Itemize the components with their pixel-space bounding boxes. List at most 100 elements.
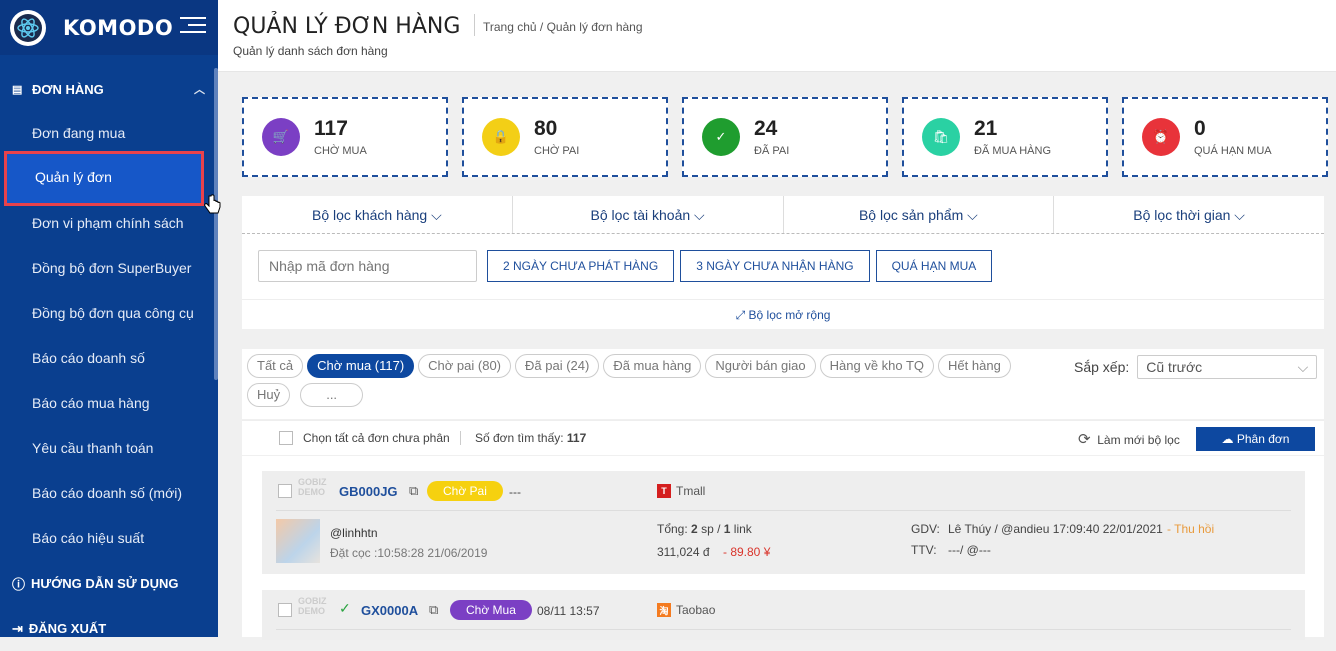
filter-2-days-not-shipped-button[interactable]: 2 NGÀY CHƯA PHÁT HÀNG	[487, 250, 675, 282]
check-icon: ✓	[702, 118, 740, 156]
stat-card[interactable]: 🛒 117 CHỜ MUA	[242, 97, 448, 177]
sidebar-section-label: ĐƠN HÀNG	[32, 81, 104, 97]
order-checkbox[interactable]	[278, 484, 292, 498]
sidebar-item-payment-request[interactable]: Yêu cầu thanh toán	[32, 440, 154, 456]
order-ghost-label: GOBIZ DEMO	[298, 596, 327, 616]
order-code-input[interactable]	[258, 250, 477, 282]
sidebar-item-sync-tool[interactable]: Đồng bộ đơn qua công cụ	[32, 305, 194, 321]
copy-icon[interactable]: ⧉	[409, 483, 419, 498]
sidebar-item-sales-report-new[interactable]: Báo cáo doanh số (mới)	[32, 485, 183, 501]
sidebar-guide[interactable]: ⓘ HƯỚNG DẪN SỬ DỤNG	[0, 561, 218, 606]
filter-time[interactable]: Bộ lọc thời gian ⌵	[1133, 207, 1245, 223]
help-icon: ⓘ	[12, 577, 26, 592]
sidebar-item-violations[interactable]: Đơn vi phạm chính sách	[32, 215, 184, 231]
order-time: 08/11 13:57	[537, 604, 600, 618]
order-code[interactable]: GB000JG	[339, 484, 398, 499]
status-pill[interactable]: Đã pai (24)	[515, 354, 600, 378]
stat-card[interactable]: 🔒 80 CHỜ PAI	[462, 97, 668, 177]
expand-icon: ⤢	[735, 308, 746, 322]
sidebar-logout[interactable]: ⇥ ĐĂNG XUẤT	[0, 606, 218, 651]
status-pill[interactable]: Tất cả	[247, 354, 304, 378]
filter-customer[interactable]: Bộ lọc khách hàng ⌵	[242, 196, 513, 233]
order-card[interactable]: GOBIZ DEMO GB000JG ⧉ Chờ Pai --- T Tmall …	[262, 471, 1305, 574]
status-pill[interactable]: Người bán giao	[705, 354, 816, 378]
sidebar-logout-label: ĐĂNG XUẤT	[28, 621, 107, 636]
sort-label: Sắp xếp:	[1074, 359, 1130, 375]
status-filter-area: Tất cả Chờ mua (117) Chờ pai (80) Đã pai (2…	[242, 349, 1324, 419]
stat-value: 0	[1194, 117, 1206, 140]
stat-card[interactable]: 🛍 21 ĐÃ MUA HÀNG	[902, 97, 1108, 177]
refresh-icon: ⟳	[1078, 431, 1091, 448]
sidebar-item-sales-report[interactable]: Báo cáo doanh số	[32, 350, 145, 366]
order-checkbox[interactable]	[278, 603, 292, 617]
sidebar-scrollbar[interactable]	[214, 68, 218, 380]
page-header: QUẢN LÝ ĐƠN HÀNG Quản lý danh sách đơn h…	[218, 0, 1336, 72]
select-all[interactable]: Chọn tất cả đơn chưa phân	[279, 431, 450, 445]
sidebar-guide-label: HƯỚNG DẪN SỬ DỤNG	[31, 576, 179, 591]
stat-label: CHỜ PAI	[534, 145, 580, 157]
status-pill[interactable]: ...	[300, 383, 364, 407]
sidebar: KOMODO ▤ ĐƠN HÀNG ︿ Đơn đang mua Quản lý…	[0, 0, 221, 637]
stat-card[interactable]: ✓ 24 ĐÃ PAI	[682, 97, 888, 177]
customer-name[interactable]: @linhhtn	[330, 526, 378, 540]
cursor-hand-icon	[204, 194, 221, 214]
shop: 淘 Taobao	[657, 603, 715, 617]
status-pill[interactable]: Đã mua hàng	[603, 354, 702, 378]
sidebar-item-performance[interactable]: Báo cáo hiệu suất	[32, 530, 145, 546]
menu-toggle-icon[interactable]	[180, 17, 206, 37]
ttv-value: ---/ @---	[948, 543, 991, 557]
filter-tabs: Bộ lọc khách hàng ⌵ Bộ lọc tài khoản ⌵ B…	[242, 196, 1324, 234]
product-thumbnail[interactable]	[276, 519, 320, 563]
status-pill[interactable]: Chờ pai (80)	[418, 354, 512, 378]
check-circle-icon: ✓	[339, 600, 351, 616]
stat-value: 80	[534, 117, 558, 140]
sort-select[interactable]: Cũ trước ⌵	[1137, 355, 1318, 379]
status-badge: Chờ Pai	[427, 481, 503, 501]
filter-panel: Bộ lọc khách hàng ⌵ Bộ lọc tài khoản ⌵ B…	[242, 196, 1324, 329]
status-pill[interactable]: Hàng về kho TQ	[819, 354, 935, 378]
filter-account[interactable]: Bộ lọc tài khoản ⌵	[513, 196, 784, 233]
sidebar-item-purchase-report[interactable]: Báo cáo mua hàng	[32, 395, 150, 411]
brand-name: KOMODO	[63, 15, 174, 40]
stat-label: ĐÃ PAI	[754, 145, 790, 157]
price-vnd: 311,024 đ	[657, 545, 710, 559]
stat-card[interactable]: ⏰ 0 QUÁ HẠN MUA	[1122, 97, 1328, 177]
alarm-icon: ⏰	[1142, 118, 1180, 156]
expand-filter-link[interactable]: ⤢ Bộ lọc mở rộng	[242, 299, 1324, 330]
react-logo-icon[interactable]	[10, 9, 46, 46]
main-content: QUẢN LÝ ĐƠN HÀNG Quản lý danh sách đơn h…	[218, 0, 1336, 640]
status-pills: Tất cả Chờ mua (117) Chờ pai (80) Đã pai (2…	[247, 354, 1047, 407]
stat-value: 21	[974, 117, 998, 140]
copy-icon[interactable]: ⧉	[429, 602, 439, 617]
order-total: Tổng: 2 sp / 1 link	[657, 522, 752, 536]
assign-orders-button[interactable]: ☁ Phân đơn	[1196, 427, 1315, 451]
order-time: ---	[509, 485, 521, 499]
sidebar-item-buying[interactable]: Đơn đang mua	[32, 125, 126, 141]
status-pill[interactable]: Huỷ	[247, 383, 291, 407]
order-toolbar: Chọn tất cả đơn chưa phân Số đơn tìm thấ…	[242, 420, 1324, 455]
order-code[interactable]: GX0000A	[361, 603, 419, 618]
status-pill[interactable]: Chờ mua (117)	[307, 354, 415, 378]
sidebar-item-manage[interactable]: Quản lý đơn	[4, 151, 204, 206]
page-subtitle: Quản lý danh sách đơn hàng	[233, 44, 388, 58]
sidebar-item-sync-superbuyer[interactable]: Đồng bộ đơn SuperBuyer	[32, 260, 192, 276]
stat-label: CHỜ MUA	[314, 145, 367, 157]
found-count: Số đơn tìm thấy: 117	[460, 431, 586, 445]
stat-label: ĐÃ MUA HÀNG	[974, 145, 1052, 157]
filter-product[interactable]: Bộ lọc sản phẩm ⌵	[784, 196, 1055, 233]
status-badge: Chờ Mua	[450, 600, 532, 620]
order-card[interactable]: GOBIZ DEMO ✓ GX0000A ⧉ Chờ Mua 08/11 13:…	[262, 590, 1305, 640]
revoke-link[interactable]: - Thu hồi	[1167, 522, 1215, 536]
cart-icon: 🛒	[262, 118, 300, 156]
chevron-up-icon: ︿	[194, 84, 205, 96]
filter-overdue-button[interactable]: QUÁ HẠN MUA	[875, 250, 993, 282]
sidebar-section-orders[interactable]: ▤ ĐƠN HÀNG ︿	[0, 67, 218, 111]
stat-label: QUÁ HẠN MUA	[1194, 145, 1272, 157]
status-pill[interactable]: Hết hàng	[938, 354, 1011, 378]
breadcrumb[interactable]: Trang chủ / Quản lý đơn hàng	[474, 14, 643, 36]
filter-3-days-not-received-button[interactable]: 3 NGÀY CHƯA NHẬN HÀNG	[680, 250, 870, 282]
select-all-checkbox[interactable]	[279, 431, 293, 445]
tmall-icon: T	[657, 484, 671, 498]
lock-icon: 🔒	[482, 118, 520, 156]
refresh-filter-button[interactable]: ⟳ Làm mới bộ lọc	[1078, 431, 1180, 448]
